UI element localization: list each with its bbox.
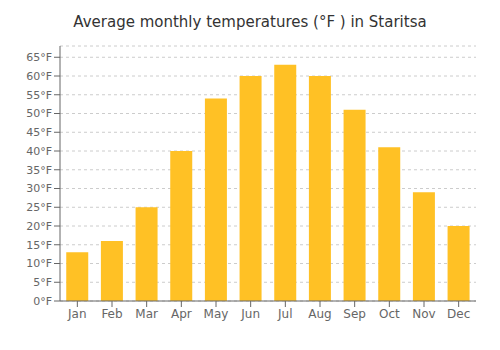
svg-text:Oct: Oct (379, 307, 400, 321)
svg-text:25°F: 25°F (26, 201, 52, 214)
svg-text:5°F: 5°F (33, 276, 52, 289)
svg-text:0°F: 0°F (33, 295, 52, 308)
svg-text:40°F: 40°F (26, 145, 52, 158)
svg-text:15°F: 15°F (26, 239, 52, 252)
svg-text:Jul: Jul (277, 307, 292, 321)
svg-text:50°F: 50°F (26, 107, 52, 120)
svg-text:45°F: 45°F (26, 126, 52, 139)
svg-text:Mar: Mar (135, 307, 158, 321)
svg-text:May: May (204, 307, 229, 321)
svg-text:65°F: 65°F (26, 51, 52, 64)
svg-text:20°F: 20°F (26, 220, 52, 233)
svg-text:10°F: 10°F (26, 257, 52, 270)
svg-text:Nov: Nov (412, 307, 435, 321)
svg-text:Aug: Aug (308, 307, 331, 321)
svg-text:60°F: 60°F (26, 70, 52, 83)
svg-text:Sep: Sep (343, 307, 366, 321)
svg-text:Jun: Jun (240, 307, 260, 321)
svg-text:30°F: 30°F (26, 182, 52, 195)
html-text:Average monthly temperatures (: Average monthly temperatures (°F ) in St… (73, 13, 427, 31)
svg-text:55°F: 55°F (26, 89, 52, 102)
svg-text:Dec: Dec (447, 307, 470, 321)
svg-text:Feb: Feb (101, 307, 122, 321)
svg-text:35°F: 35°F (26, 164, 52, 177)
svg-text:Apr: Apr (171, 307, 192, 321)
svg-text:Jan: Jan (67, 307, 87, 321)
